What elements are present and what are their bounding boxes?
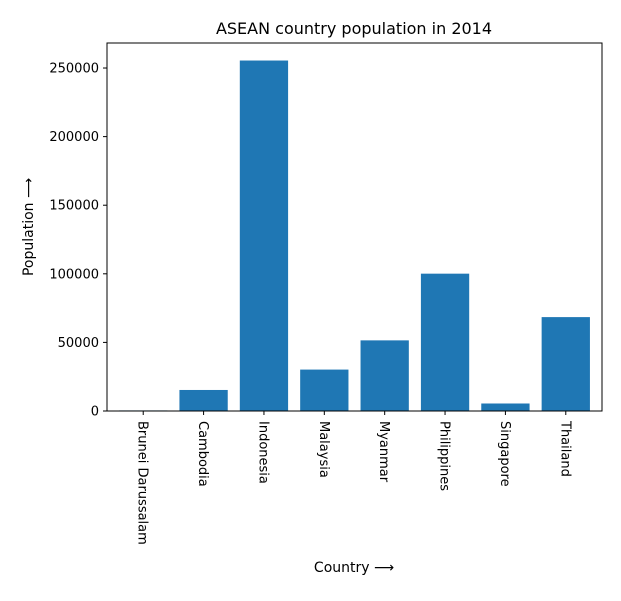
bar [239,60,289,411]
x-tick-label: Cambodia [195,421,210,487]
plot-frame [106,42,603,412]
y-tick-label: 150000 [49,199,99,214]
y-axis-label: Population ⟶ [21,178,37,276]
y-tick-label: 250000 [49,62,99,77]
x-tick-label: Brunei Darussalam [135,421,150,545]
bar [481,403,530,411]
y-tick-label: 0 [91,405,99,420]
bar [420,273,470,411]
x-axis-label: Country ⟶ [314,560,394,576]
y-tick-label: 50000 [58,336,99,351]
x-tick-label: Singapore [497,421,512,487]
plot-area: 0 50000 100000 150000 200000 250000 Brunei Dar… [49,42,603,545]
y-tick-label: 200000 [49,130,99,145]
bar [300,369,349,411]
x-tick-label: Philippines [437,421,452,491]
bar [179,389,228,411]
x-tick-label: Myanmar [376,421,391,483]
x-tick-label: Malaysia [316,421,331,478]
bar [541,317,590,411]
chart-title: ASEAN country population in 2014 [216,19,492,38]
y-tick-label: 100000 [49,267,99,282]
x-tick-label: Indonesia [255,421,270,484]
bar [360,340,409,411]
x-tick-label: Thailand [557,420,572,477]
